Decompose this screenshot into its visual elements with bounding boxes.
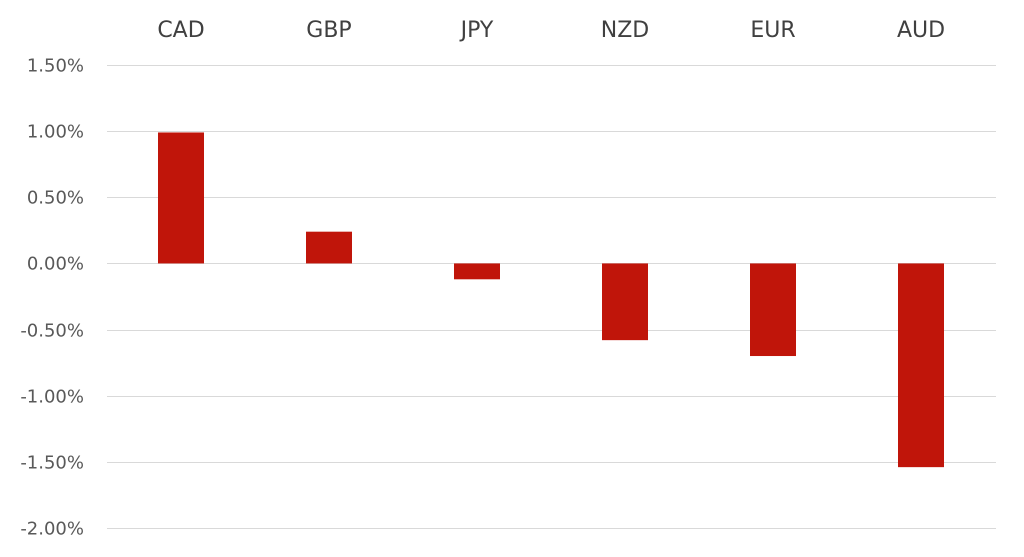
bar-aud — [898, 263, 944, 468]
y-tick-label: 0.50% — [27, 188, 84, 209]
bar-cad — [158, 132, 204, 264]
y-tick-label: -1.50% — [20, 453, 84, 474]
y-tick-label: -0.50% — [20, 321, 84, 342]
category-label-gbp: GBP — [306, 18, 351, 43]
category-label-cad: CAD — [157, 18, 204, 43]
y-tick-label: -1.00% — [20, 387, 84, 408]
gridlines — [107, 65, 996, 529]
bar-nzd — [602, 263, 648, 341]
bar-eur — [750, 263, 796, 357]
category-label-aud: AUD — [897, 18, 945, 43]
category-label-eur: EUR — [750, 18, 795, 43]
bar-gbp — [306, 231, 352, 264]
bars — [158, 132, 944, 468]
y-tick-label: 0.00% — [27, 254, 84, 275]
category-labels: CAD GBP JPY NZD EUR AUD — [157, 18, 945, 43]
y-tick-label: 1.50% — [27, 56, 84, 77]
category-label-nzd: NZD — [601, 18, 649, 43]
bar-jpy — [454, 263, 500, 280]
y-axis-tick-labels: 1.50% 1.00% 0.50% 0.00% -0.50% -1.00% -1.50% -2… — [20, 56, 84, 540]
y-tick-label: -2.00% — [20, 519, 84, 540]
category-label-jpy: JPY — [459, 18, 494, 43]
y-tick-label: 1.00% — [27, 122, 84, 143]
